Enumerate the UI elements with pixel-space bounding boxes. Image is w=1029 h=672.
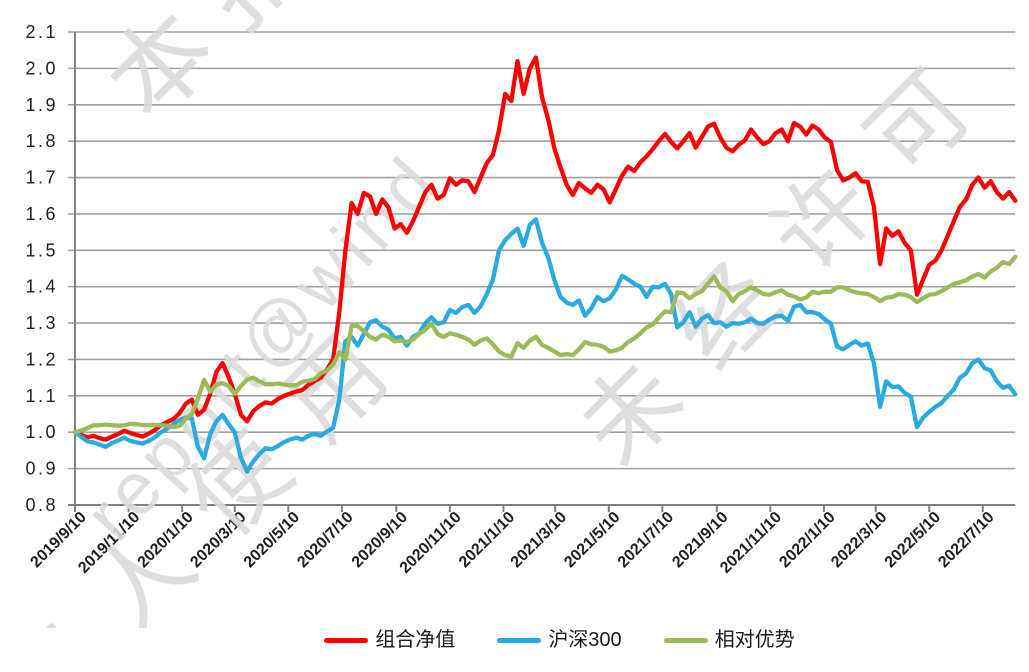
y-axis-label: 2.1 <box>25 22 58 42</box>
y-axis-label: 1.6 <box>25 204 58 224</box>
x-axis-label: 2022/5/10 <box>882 509 944 571</box>
y-axis-labels: 2.1 2.0 1.9 1.8 1.7 1.6 1.5 1.4 1.3 1.2 1.1 1.0 0.9 0… <box>25 22 58 515</box>
y-axis-label: 1.2 <box>25 349 58 369</box>
x-axis-label: 2021/7/10 <box>615 509 677 571</box>
x-axis-label: 2022/7/10 <box>935 509 997 571</box>
legend-label-relative-advantage: 相对优势 <box>714 629 795 651</box>
x-axis-label: 2020/7/10 <box>294 509 356 571</box>
y-axis-label: 0.9 <box>25 459 58 479</box>
x-axis-label: 2021/1/10 <box>456 509 518 571</box>
x-axis-label: 2022/3/10 <box>828 509 890 571</box>
legend-label-portfolio: 组合净值 <box>375 629 456 651</box>
y-axis-label: 1.3 <box>25 313 58 333</box>
legend-swatch-relative-advantage-line <box>663 637 708 643</box>
legend-label-csi300: 沪深300 <box>548 629 622 651</box>
series-line-csi300 <box>72 217 1018 474</box>
legend-item-portfolio: 组合净值 <box>324 630 455 650</box>
legend-item-relative-advantage: 相对优势 <box>663 629 795 651</box>
y-axis-label: 0.8 <box>25 495 58 515</box>
watermark-text: 未经许可 <box>559 25 1019 485</box>
y-axis-label: 1.7 <box>25 168 58 188</box>
y-axis-label: 2.0 <box>25 58 58 78</box>
x-axis-label: 2021/3/10 <box>508 509 570 571</box>
x-axis-label: 2022/1/10 <box>776 509 838 571</box>
legend-item-csi300: 沪深300 <box>497 629 622 651</box>
line-chart: 2.1 2.0 1.9 1.8 1.7 1.6 1.5 1.4 1.3 1.2 1.1 1.0 0.9 0… <box>0 0 1020 628</box>
y-axis-label: 1.5 <box>25 240 58 260</box>
chart-legend: 组合净值 沪深300 相对优势 <box>45 630 1029 650</box>
x-axis-label: 2021/5/10 <box>561 509 623 571</box>
series-line-relative-advantage <box>72 254 1018 435</box>
gridlines <box>68 31 1016 506</box>
y-axis-label: 1.8 <box>25 131 58 151</box>
y-axis-label: 1.1 <box>25 386 58 406</box>
legend-swatch-portfolio-line <box>324 637 369 643</box>
y-axis-label: 1.4 <box>25 277 58 297</box>
legend-swatch-csi300-line <box>497 637 542 643</box>
series-line-portfolio <box>72 55 1018 442</box>
watermark-text: 本报 <box>86 0 349 141</box>
y-axis-label: 1.9 <box>25 95 58 115</box>
y-axis-label: 1.0 <box>25 422 58 442</box>
